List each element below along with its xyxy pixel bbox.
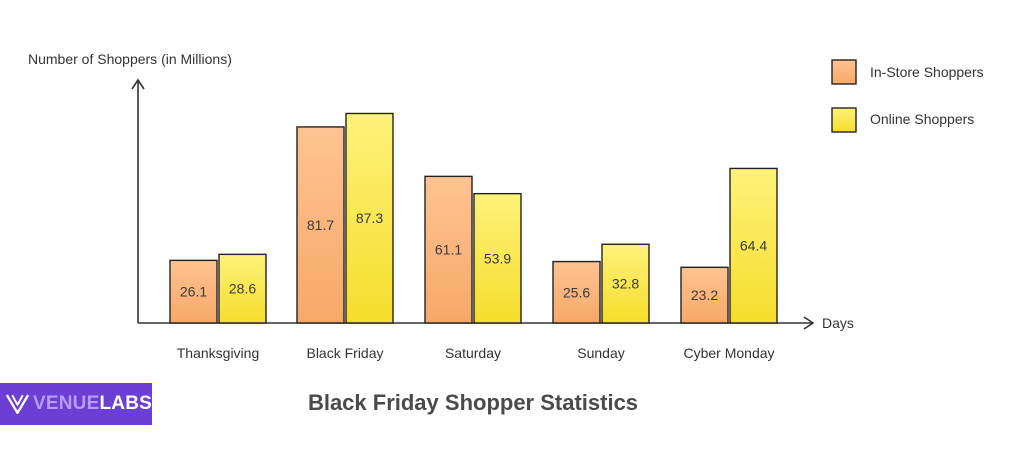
data-label-instore-4: 23.2	[691, 287, 718, 303]
bar-online-2	[473, 192, 522, 324]
legend-swatch-instore	[831, 59, 857, 85]
legend-label-instore: In-Store Shoppers	[870, 64, 984, 80]
bar-online-3	[601, 243, 650, 324]
legend-swatch-online	[831, 107, 857, 133]
data-label-online-1: 87.3	[356, 210, 383, 226]
x-tick-label-3: Sunday	[577, 345, 624, 361]
logo-text-venue: VENUE	[33, 393, 100, 414]
x-axis-arrow-icon	[803, 316, 815, 330]
bar-online-1	[345, 112, 394, 324]
x-tick-label-4: Cyber Monday	[683, 345, 774, 361]
bar-instore-1	[296, 126, 345, 324]
legend: In-Store Shoppers Online Shoppers	[831, 59, 984, 133]
logo-text-labs: LABS	[99, 393, 152, 414]
data-label-online-4: 64.4	[740, 238, 767, 254]
x-tick-label-0: Thanksgiving	[177, 345, 260, 361]
data-label-online-3: 32.8	[612, 276, 639, 292]
bar-online-0	[218, 253, 267, 324]
y-axis-arrow-icon	[131, 78, 145, 90]
bar-instore-0	[169, 259, 218, 324]
bar-instore-2	[424, 175, 473, 324]
data-label-instore-3: 25.6	[563, 284, 590, 300]
data-label-online-0: 28.6	[229, 281, 256, 297]
data-label-instore-2: 61.1	[435, 242, 462, 258]
bars-group	[169, 112, 778, 324]
x-axis-label: Days	[822, 315, 854, 331]
bar-online-4	[729, 167, 778, 324]
bar-labels-group: 26.1 28.6 81.7 87.3 61.1 53.9 25.6 32.8 23.2 64.4	[180, 210, 767, 303]
legend-label-online: Online Shoppers	[870, 111, 974, 127]
data-label-online-2: 53.9	[484, 250, 511, 266]
venuelabs-logo: VENUELABS	[0, 383, 152, 425]
bar-instore-3	[552, 260, 601, 324]
data-label-instore-1: 81.7	[307, 217, 334, 233]
venuelabs-logo-icon	[6, 394, 29, 414]
venuelabs-logo-text: VENUELABS	[33, 393, 152, 415]
x-tick-label-2: Saturday	[445, 345, 501, 361]
x-tick-label-1: Black Friday	[306, 345, 383, 361]
category-labels-group: Thanksgiving Black Friday Saturday Sunday Cy…	[177, 345, 775, 361]
chart-title: Black Friday Shopper Statistics	[308, 390, 638, 415]
bar-instore-4	[680, 266, 729, 324]
data-label-instore-0: 26.1	[180, 284, 207, 300]
y-axis-label: Number of Shoppers (in Millions)	[28, 51, 232, 67]
